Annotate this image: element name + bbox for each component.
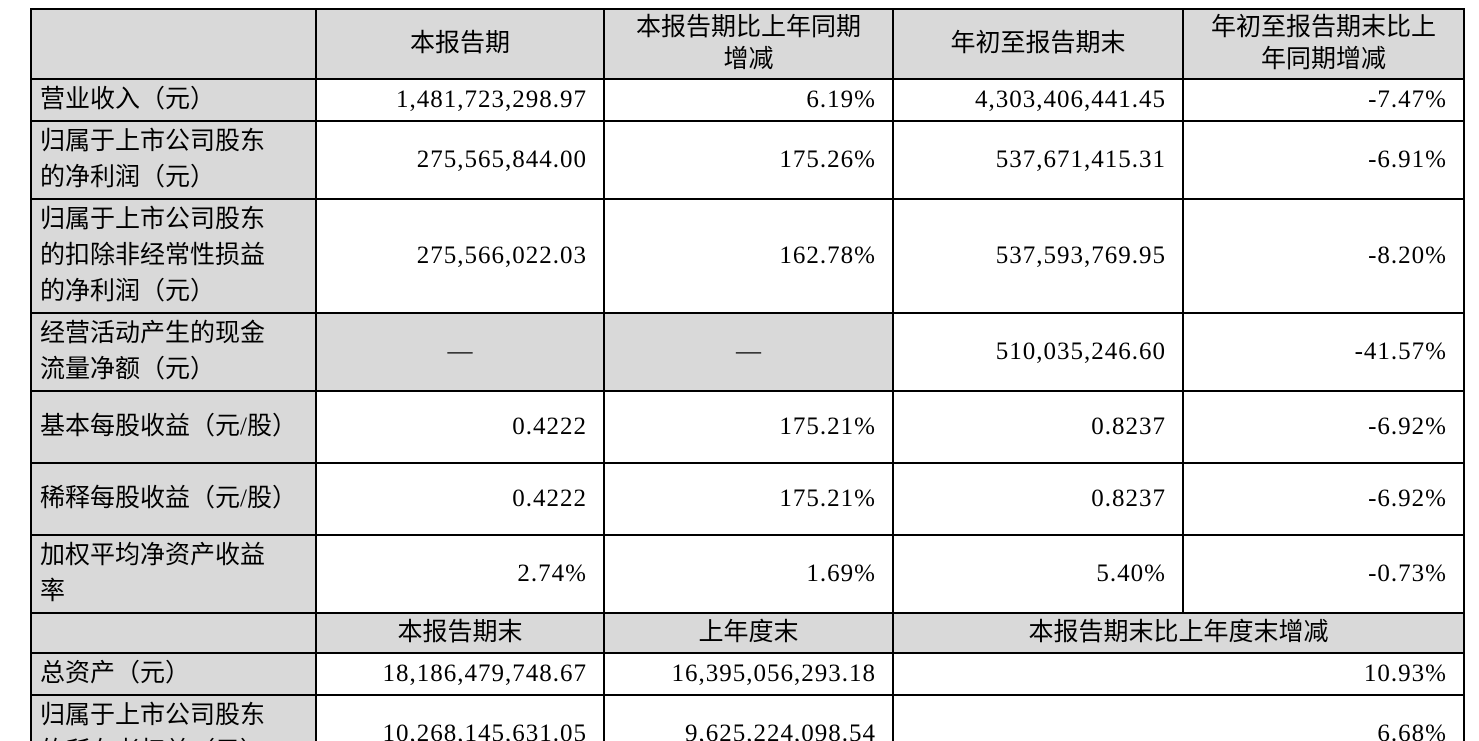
row-label: 归属于上市公司股东的所有者权益（元） xyxy=(30,694,317,741)
cell-end-of-period: 10,268,145,631.05 xyxy=(315,694,605,741)
header-row-top: 本报告期 本报告期比上年同期增减 年初至报告期末 年初至报告期末比上年同期增减 xyxy=(30,8,1465,80)
cell-current-period: — xyxy=(315,312,605,392)
row-label: 加权平均净资产收益率 xyxy=(30,534,317,614)
cell-ytd: 5.40% xyxy=(892,534,1184,614)
cell-current-period: 0.4222 xyxy=(315,390,605,464)
header-ytd-yoy-change: 年初至报告期末比上年同期增减 xyxy=(1182,8,1465,80)
corner-cell xyxy=(30,8,317,80)
header-row-bottom: 本报告期末 上年度末 本报告期末比上年度末增减 xyxy=(30,612,1465,654)
header-period-end-change: 本报告期末比上年度末增减 xyxy=(892,612,1465,654)
table-row-total-assets: 总资产（元） 18,186,479,748.67 16,395,056,293.… xyxy=(30,652,1465,696)
cell-current-period: 1,481,723,298.97 xyxy=(315,78,605,122)
table-row-weighted-avg-roe: 加权平均净资产收益率 2.74% 1.69% 5.40% -0.73% xyxy=(30,534,1465,614)
row-label: 稀释每股收益（元/股） xyxy=(30,462,317,536)
table-row-revenue: 营业收入（元） 1,481,723,298.97 6.19% 4,303,406… xyxy=(30,78,1465,122)
table-row-basic-eps: 基本每股收益（元/股） 0.4222 175.21% 0.8237 -6.92% xyxy=(30,390,1465,464)
cell-yoy-change: 162.78% xyxy=(603,198,894,314)
cell-current-period: 2.74% xyxy=(315,534,605,614)
cell-current-period: 0.4222 xyxy=(315,462,605,536)
cell-current-period: 275,565,844.00 xyxy=(315,120,605,200)
cell-end-of-period: 18,186,479,748.67 xyxy=(315,652,605,696)
table-row-net-profit-excl-nonrecurring: 归属于上市公司股东的扣除非经常性损益的净利润（元） 275,566,022.03… xyxy=(30,198,1465,314)
cell-ytd-yoy-change: -6.92% xyxy=(1182,462,1465,536)
header-end-of-period: 本报告期末 xyxy=(315,612,605,654)
cell-end-of-prior-year: 9,625,224,098.54 xyxy=(603,694,894,741)
cell-ytd-yoy-change: -6.92% xyxy=(1182,390,1465,464)
cell-yoy-change: 175.21% xyxy=(603,390,894,464)
cell-yoy-change: — xyxy=(603,312,894,392)
row-label: 经营活动产生的现金流量净额（元） xyxy=(30,312,317,392)
table-row-operating-cash-flow: 经营活动产生的现金流量净额（元） — — 510,035,246.60 -41.… xyxy=(30,312,1465,392)
row-label: 归属于上市公司股东的净利润（元） xyxy=(30,120,317,200)
cell-ytd: 537,593,769.95 xyxy=(892,198,1184,314)
cell-ytd: 0.8237 xyxy=(892,390,1184,464)
table-row-net-profit: 归属于上市公司股东的净利润（元） 275,565,844.00 175.26% … xyxy=(30,120,1465,200)
row-label: 归属于上市公司股东的扣除非经常性损益的净利润（元） xyxy=(30,198,317,314)
cell-yoy-change: 6.19% xyxy=(603,78,894,122)
cell-period-end-change: 6.68% xyxy=(892,694,1465,741)
cell-ytd: 537,671,415.31 xyxy=(892,120,1184,200)
cell-ytd: 510,035,246.60 xyxy=(892,312,1184,392)
cell-yoy-change: 1.69% xyxy=(603,534,894,614)
cell-yoy-change: 175.21% xyxy=(603,462,894,536)
cell-yoy-change: 175.26% xyxy=(603,120,894,200)
row-label: 基本每股收益（元/股） xyxy=(30,390,317,464)
header-end-of-prior-year: 上年度末 xyxy=(603,612,894,654)
table-row-equity: 归属于上市公司股东的所有者权益（元） 10,268,145,631.05 9,6… xyxy=(30,694,1465,741)
cell-ytd: 0.8237 xyxy=(892,462,1184,536)
table-row-diluted-eps: 稀释每股收益（元/股） 0.4222 175.21% 0.8237 -6.92% xyxy=(30,462,1465,536)
row-label: 营业收入（元） xyxy=(30,78,317,122)
cell-ytd-yoy-change: -7.47% xyxy=(1182,78,1465,122)
cell-period-end-change: 10.93% xyxy=(892,652,1465,696)
cell-ytd-yoy-change: -8.20% xyxy=(1182,198,1465,314)
cell-ytd-yoy-change: -41.57% xyxy=(1182,312,1465,392)
row-label: 总资产（元） xyxy=(30,652,317,696)
header-yoy-change: 本报告期比上年同期增减 xyxy=(603,8,894,80)
header-current-period: 本报告期 xyxy=(315,8,605,80)
cell-ytd: 4,303,406,441.45 xyxy=(892,78,1184,122)
financial-summary-table: 本报告期 本报告期比上年同期增减 年初至报告期末 年初至报告期末比上年同期增减 … xyxy=(30,8,1465,741)
header-ytd: 年初至报告期末 xyxy=(892,8,1184,80)
corner-cell xyxy=(30,612,317,654)
cell-end-of-prior-year: 16,395,056,293.18 xyxy=(603,652,894,696)
cell-ytd-yoy-change: -0.73% xyxy=(1182,534,1465,614)
cell-ytd-yoy-change: -6.91% xyxy=(1182,120,1465,200)
cell-current-period: 275,566,022.03 xyxy=(315,198,605,314)
